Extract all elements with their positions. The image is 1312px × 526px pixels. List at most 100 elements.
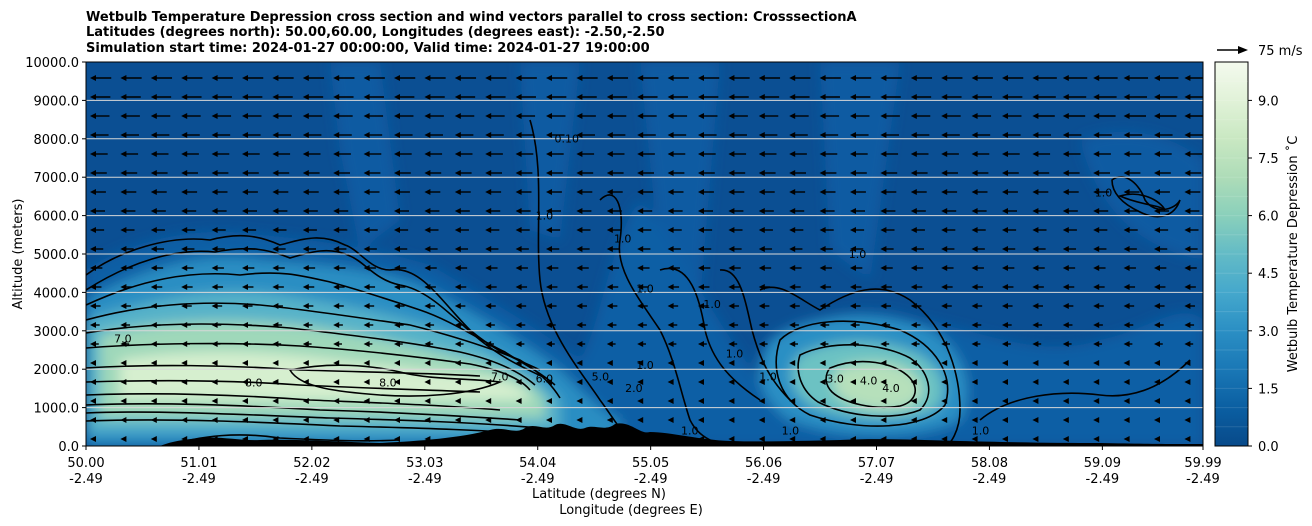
contour-label: 2.0 — [625, 382, 643, 395]
y-tick-label: 10000.0 — [25, 56, 79, 71]
wind-arrowhead — [211, 341, 218, 347]
contour-label: 1.0 — [726, 348, 744, 361]
wind-arrowhead — [880, 75, 887, 81]
wind-arrowhead — [394, 170, 400, 176]
wind-arrowhead — [606, 208, 613, 214]
wind-arrowhead — [971, 208, 978, 214]
x-tick-label-lon: -2.49 — [634, 472, 668, 487]
x-tick-label-lon: -2.49 — [295, 472, 329, 487]
contour-line — [759, 286, 961, 446]
wind-arrowhead — [667, 94, 674, 100]
contour-line — [1111, 176, 1181, 218]
wind-arrowhead — [333, 322, 340, 328]
wind-arrowhead — [485, 151, 492, 157]
wind-arrowhead — [606, 170, 613, 176]
wind-arrowhead — [910, 360, 917, 366]
wind-arrowhead — [637, 341, 644, 347]
wind-arrowhead — [637, 322, 644, 328]
wind-arrowhead — [1032, 341, 1039, 347]
wind-arrowhead — [485, 227, 492, 233]
wind-arrowhead — [302, 265, 309, 271]
wind-arrowhead — [576, 360, 583, 366]
wind-arrowhead — [728, 246, 735, 252]
contour-line — [86, 364, 481, 377]
wind-arrowhead — [454, 75, 461, 81]
wind-arrowhead — [363, 341, 370, 347]
wind-arrowhead — [819, 189, 826, 195]
wind-arrowhead — [1123, 170, 1130, 176]
wind-arrowhead — [850, 170, 856, 176]
contour-fill-peak — [120, 352, 530, 400]
wind-arrowhead — [424, 360, 431, 366]
wind-arrowhead — [698, 265, 704, 271]
x-tick-label-lat: 50.00 — [67, 456, 104, 471]
wind-arrowhead — [880, 113, 887, 119]
wind-arrowhead — [242, 379, 248, 385]
wind-arrowhead — [424, 227, 431, 233]
wind-arrowhead — [272, 75, 279, 81]
wind-arrowhead — [120, 284, 127, 290]
wind-arrowhead — [789, 94, 796, 100]
colorbar-tick-label: 6.0 — [1258, 210, 1279, 225]
wind-arrowhead — [1123, 94, 1130, 100]
wind-arrowhead — [941, 322, 948, 328]
wind-arrowhead — [242, 246, 248, 252]
wind-arrowhead — [363, 75, 370, 81]
wind-arrowhead — [424, 303, 431, 309]
wind-arrowhead — [394, 284, 400, 290]
wind-arrowhead — [1032, 417, 1039, 423]
title-line-2: Latitudes (degrees north): 50.00,60.00, … — [86, 25, 665, 40]
wind-arrowhead — [454, 417, 461, 423]
contour-line — [979, 359, 1191, 421]
wind-arrowhead — [1184, 189, 1191, 195]
wind-arrowhead — [1032, 246, 1039, 252]
wind-arrowhead — [90, 360, 96, 366]
wind-arrowhead — [758, 170, 765, 176]
wind-arrowhead — [637, 360, 644, 366]
wind-arrowhead — [576, 227, 583, 233]
contour-line — [659, 267, 761, 401]
wind-arrowhead — [637, 132, 644, 138]
wind-arrowhead — [1184, 208, 1191, 214]
wind-arrowhead — [728, 265, 735, 271]
wind-arrowhead — [363, 132, 370, 138]
wind-arrowhead — [667, 303, 674, 309]
contour-line — [775, 320, 949, 427]
wind-arrowhead — [880, 360, 887, 366]
contour-line — [86, 403, 521, 421]
x-tick-label-lat: 57.07 — [858, 456, 895, 471]
contour-label: 7.0 — [114, 332, 132, 345]
wind-arrowhead — [302, 189, 309, 195]
wind-arrowhead — [698, 151, 704, 157]
wind-arrowhead — [1062, 170, 1069, 176]
wind-arrowhead — [1002, 398, 1008, 404]
wind-arrowhead — [789, 227, 796, 233]
wind-arrowhead — [667, 265, 674, 271]
quiver-key: 75 m/s — [1217, 44, 1303, 59]
wind-arrowhead — [546, 398, 552, 404]
wind-arrowhead — [941, 360, 948, 366]
wind-arrowhead — [546, 208, 552, 214]
wind-arrowhead — [1032, 379, 1039, 385]
wind-arrowhead — [1002, 284, 1008, 290]
wind-arrowhead — [181, 113, 188, 119]
wind-arrowhead — [576, 208, 583, 214]
chart-title: Wetbulb Temperature Depression cross sec… — [86, 10, 857, 56]
wind-arrowhead — [454, 322, 461, 328]
wind-arrowhead — [424, 94, 431, 100]
x-tick-label-lon: -2.49 — [408, 472, 442, 487]
wind-arrowhead — [819, 398, 826, 404]
wind-arrowhead — [333, 303, 340, 309]
contour-label: 6.0 — [536, 373, 554, 386]
wind-arrowhead — [971, 417, 978, 423]
wind-arrowhead — [515, 170, 522, 176]
wind-arrowhead — [1062, 398, 1069, 404]
wind-arrowhead — [728, 113, 735, 119]
contour-line — [719, 269, 791, 401]
wind-arrowhead — [971, 284, 978, 290]
wind-arrowhead — [606, 360, 613, 366]
wind-arrowhead — [272, 132, 279, 138]
wind-arrowhead — [454, 94, 461, 100]
wind-arrowhead — [1002, 360, 1008, 366]
wind-arrowhead — [941, 189, 948, 195]
